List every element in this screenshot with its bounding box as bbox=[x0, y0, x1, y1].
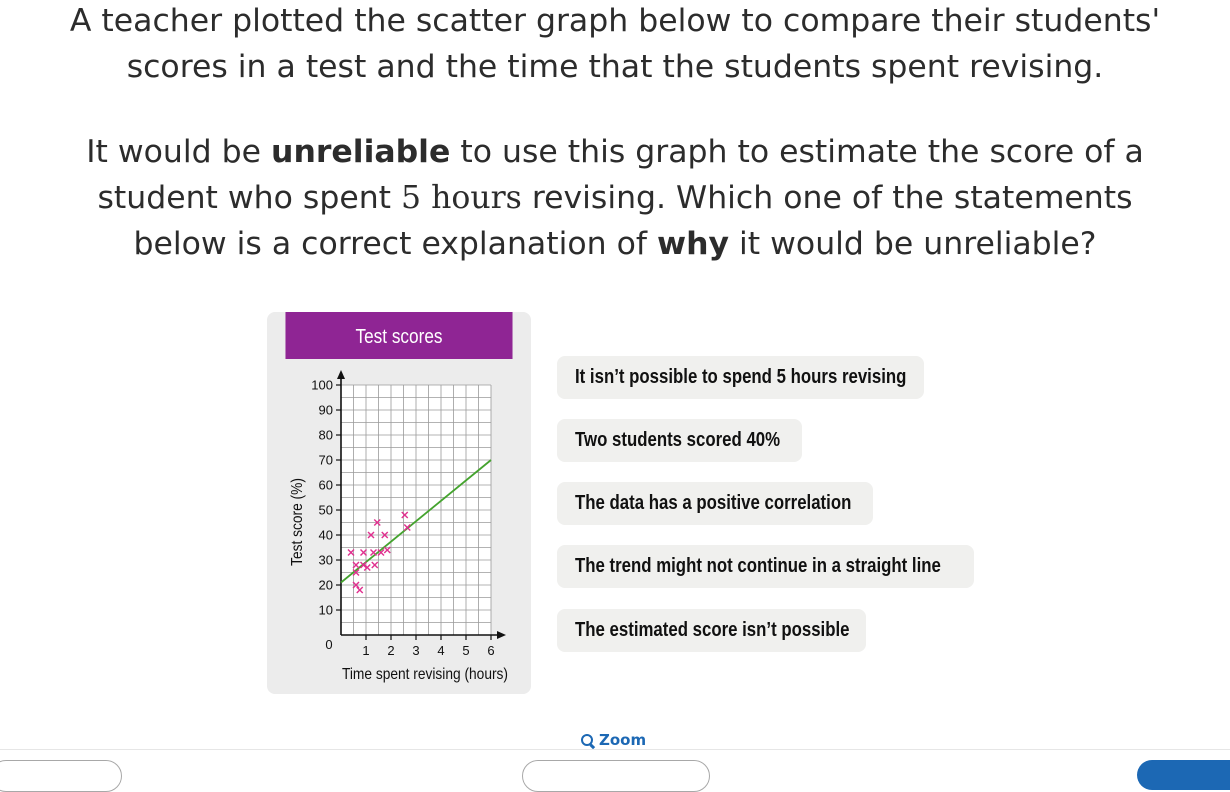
data-point-stroke bbox=[403, 524, 411, 531]
data-point-stroke bbox=[356, 586, 364, 594]
data-point bbox=[347, 549, 355, 556]
data-point-stroke bbox=[401, 511, 409, 519]
zoom-in-icon bbox=[581, 734, 593, 746]
data-point bbox=[401, 511, 409, 519]
data-point bbox=[377, 549, 385, 556]
data-point-stroke bbox=[373, 519, 381, 526]
footer-right-button[interactable] bbox=[1137, 760, 1230, 790]
data-point-stroke bbox=[363, 564, 371, 571]
x-tick-label: 6 bbox=[487, 643, 494, 658]
math-5-hours: 5 hours bbox=[401, 180, 522, 216]
data-point bbox=[360, 549, 367, 556]
x-tick-label: 3 bbox=[412, 643, 419, 658]
data-point-stroke bbox=[352, 581, 360, 589]
option-positive-correlation[interactable]: The data has a positive correlation bbox=[557, 482, 873, 525]
option-two-students-40[interactable]: Two students scored 40% bbox=[557, 419, 802, 462]
x-tick-label: 2 bbox=[387, 643, 394, 658]
data-point bbox=[352, 561, 360, 569]
chart-title: Test scores bbox=[285, 312, 513, 359]
option-trend-not-continue[interactable]: The trend might not continue in a straig… bbox=[557, 545, 974, 588]
data-point bbox=[352, 581, 360, 589]
data-point-stroke bbox=[347, 549, 355, 556]
y-tick-label: 40 bbox=[319, 528, 333, 543]
data-point bbox=[356, 586, 364, 594]
y-tick-label: 50 bbox=[319, 503, 333, 518]
y-axis-arrowhead bbox=[337, 370, 345, 379]
data-point bbox=[373, 519, 381, 526]
data-point-stroke bbox=[371, 561, 379, 569]
data-point bbox=[363, 564, 371, 571]
data-point-stroke bbox=[360, 549, 367, 556]
question-prompt: It would be unreliable to use this graph… bbox=[86, 134, 1144, 262]
y-tick-label: 70 bbox=[319, 453, 333, 468]
data-point-stroke bbox=[360, 561, 367, 569]
y-tick-label: 100 bbox=[311, 378, 333, 393]
y-tick-label: 60 bbox=[319, 478, 333, 493]
data-point bbox=[367, 531, 375, 539]
x-tick-label: 4 bbox=[437, 643, 444, 658]
data-point-stroke bbox=[370, 549, 377, 556]
x-tick-label: 1 bbox=[362, 643, 369, 658]
data-point-stroke bbox=[352, 569, 360, 576]
data-point-stroke bbox=[383, 546, 391, 554]
x-axis-arrowhead bbox=[497, 631, 506, 639]
data-point bbox=[370, 549, 377, 556]
y-axis-label: Test score (%) bbox=[288, 478, 306, 566]
question-line-2: scores in a test and the time that the s… bbox=[126, 49, 1104, 85]
keyword-unreliable: unreliable bbox=[271, 134, 451, 170]
data-point-stroke bbox=[352, 561, 360, 569]
option-spend-5-hours[interactable]: It isn’t possible to spend 5 hours revis… bbox=[557, 356, 924, 399]
data-point bbox=[360, 561, 367, 569]
y-tick-label: 80 bbox=[319, 428, 333, 443]
data-point bbox=[371, 561, 379, 569]
keyword-why: why bbox=[656, 226, 730, 262]
data-point bbox=[352, 569, 360, 576]
y-tick-label: 90 bbox=[319, 403, 333, 418]
data-point bbox=[383, 546, 391, 554]
footer-middle-button[interactable] bbox=[522, 760, 710, 792]
x-axis-label: Time spent revising (hours) bbox=[342, 665, 508, 683]
x-tick-label: 5 bbox=[462, 643, 469, 658]
data-point-stroke bbox=[377, 549, 385, 556]
origin-label: 0 bbox=[325, 637, 332, 652]
data-point bbox=[381, 531, 389, 539]
data-point-stroke bbox=[367, 531, 375, 539]
question-line-1: A teacher plotted the scatter graph belo… bbox=[69, 3, 1161, 39]
option-estimate-not-possible[interactable]: The estimated score isn’t possible bbox=[557, 609, 866, 652]
question-intro: A teacher plotted the scatter graph belo… bbox=[0, 0, 1230, 90]
data-point bbox=[403, 524, 411, 531]
data-point-stroke bbox=[381, 531, 389, 539]
zoom-label: Zoom bbox=[599, 731, 647, 749]
zoom-button[interactable]: Zoom bbox=[581, 730, 646, 750]
footer-divider bbox=[0, 749, 1230, 750]
footer-left-button[interactable] bbox=[0, 760, 122, 792]
chart-card: Test scores 10 20 30 40 50 60 70 80 90 100 1 2 3 4 5 6 0… bbox=[267, 312, 531, 694]
y-tick-label: 10 bbox=[319, 603, 333, 618]
y-tick-label: 30 bbox=[319, 553, 333, 568]
y-tick-label: 20 bbox=[319, 578, 333, 593]
